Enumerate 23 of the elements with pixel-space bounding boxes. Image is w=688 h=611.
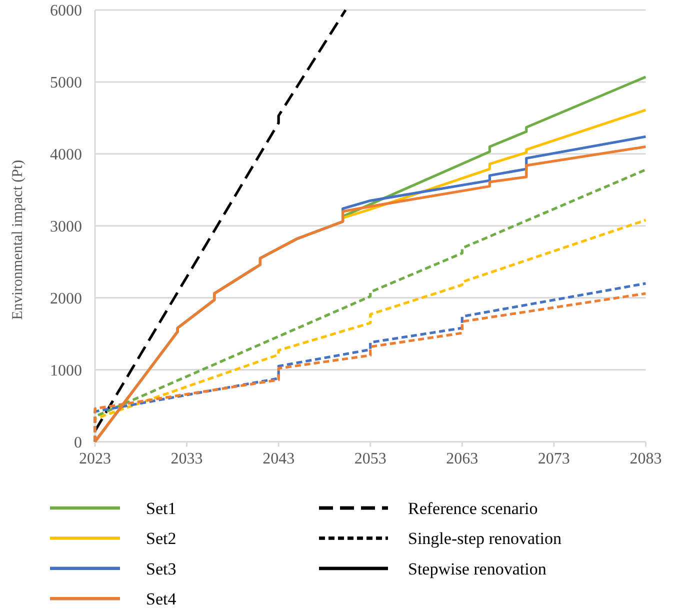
x-tick-label: 2063: [446, 450, 478, 468]
x-tick-label: 2073: [538, 450, 570, 468]
legend-label: Reference scenario: [408, 498, 538, 518]
y-tick-label: 6000: [50, 2, 82, 20]
text: Stepwise renovation: [408, 559, 547, 578]
x-tick-label: 2023: [79, 450, 111, 468]
y-tick-label: 5000: [50, 74, 82, 92]
legend-label: Set3: [146, 559, 176, 578]
legend-label: Set4: [146, 590, 177, 609]
y-tick-label: 0: [74, 434, 82, 452]
legend-label: Set2: [146, 529, 176, 548]
x-tick-label: 2053: [354, 450, 386, 468]
y-tick-label: 3000: [50, 218, 82, 236]
x-tick-label: 2083: [630, 450, 662, 468]
line-series: [94, 8, 347, 432]
x-tick-label: 2043: [262, 450, 295, 468]
y-tick-label: 4000: [50, 146, 82, 164]
y-tick-label: 2000: [50, 290, 82, 308]
y-axis-title: Environmental impact (Pt): [10, 160, 26, 320]
text: Single-step renovation: [408, 529, 562, 548]
y-tick-label: 1000: [50, 362, 82, 380]
legend-label: Set1: [146, 498, 176, 518]
x-tick-label: 2033: [170, 450, 203, 468]
